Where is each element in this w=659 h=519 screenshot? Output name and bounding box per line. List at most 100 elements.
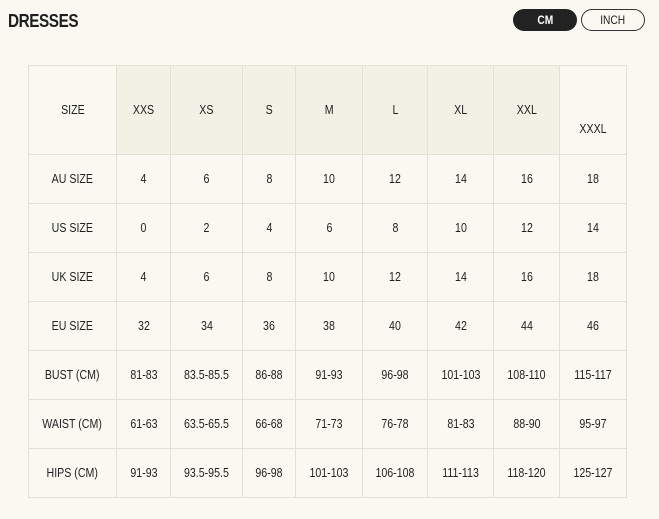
- table-cell: 40: [362, 301, 428, 351]
- header-size-cell: XXL: [493, 65, 560, 155]
- table-cell-text: 36: [263, 319, 275, 333]
- table-cell-text: 40: [389, 319, 401, 333]
- table-row: US SIZE 0 2 4 6 8 10 12 14: [28, 203, 627, 253]
- table-cell-text: 106-108: [375, 466, 415, 480]
- table-cell: 10: [427, 203, 494, 253]
- table-cell-text: 91-93: [315, 368, 343, 382]
- table-cell: 76-78: [362, 399, 428, 449]
- header-size-cell-text: XXS: [132, 103, 155, 117]
- table-cell-text: 111-113: [442, 466, 479, 480]
- unit-cm-label: CM: [537, 13, 553, 27]
- header-label-cell-text: SIZE: [60, 103, 85, 117]
- table-cell: 63.5-65.5: [170, 399, 243, 449]
- table-cell: 66-68: [242, 399, 296, 449]
- table-cell-text: 12: [389, 172, 401, 186]
- size-chart-table: SIZE XXS XS S M L XL XXL XXXL AU SIZE 4 6 8 10 12 14 16 1…: [28, 65, 627, 498]
- table-cell: 4: [116, 154, 171, 204]
- header-size-cell: S: [242, 65, 296, 155]
- unit-inch-button[interactable]: INCH: [581, 9, 645, 31]
- table-cell-text: 66-68: [255, 417, 283, 431]
- table-cell: 14: [427, 154, 494, 204]
- table-cell-text: 34: [200, 319, 213, 333]
- table-cell: 14: [559, 203, 627, 253]
- header-size-cell-text: S: [265, 103, 273, 117]
- table-cell: 12: [493, 203, 560, 253]
- table-cell-text: 16: [520, 270, 533, 284]
- row-label-cell: HIPS (CM): [28, 448, 117, 498]
- table-cell-text: 12: [520, 221, 533, 235]
- table-cell: 38: [295, 301, 363, 351]
- header-size-cell-text: XXL: [516, 103, 537, 117]
- table-cell: 4: [242, 203, 296, 253]
- table-cell: 96-98: [242, 448, 296, 498]
- table-cell-text: 101-103: [309, 466, 349, 480]
- table-cell-text: 46: [587, 319, 599, 333]
- row-label-cell-text: AU SIZE: [51, 172, 94, 186]
- table-cell-text: 8: [266, 270, 272, 284]
- row-label-cell-text: WAIST (CM): [42, 417, 103, 431]
- table-cell: 96-98: [362, 350, 428, 400]
- table-cell-text: 18: [587, 270, 599, 284]
- header-size-cell-text: XS: [199, 103, 214, 117]
- table-cell-text: 93.5-95.5: [184, 466, 229, 480]
- table-cell-text: 8: [266, 172, 272, 186]
- table-cell-text: 108-110: [507, 368, 546, 382]
- table-cell-text: 18: [587, 172, 599, 186]
- table-cell: 93.5-95.5: [170, 448, 243, 498]
- table-cell: 16: [493, 154, 560, 204]
- header-size-cell-text: XL: [453, 103, 467, 117]
- header-size-cell-text: L: [392, 103, 398, 117]
- table-cell: 86-88: [242, 350, 296, 400]
- table-cell: 8: [242, 154, 296, 204]
- table-cell: 91-93: [295, 350, 363, 400]
- header-size-cell: XXS: [116, 65, 171, 155]
- table-cell: 18: [559, 154, 627, 204]
- table-cell-text: 6: [326, 221, 332, 235]
- table-cell-text: 16: [520, 172, 533, 186]
- table-cell: 83.5-85.5: [170, 350, 243, 400]
- table-cell-text: 4: [266, 221, 272, 235]
- table-cell: 6: [170, 154, 243, 204]
- table-cell-text: 95-97: [579, 417, 607, 431]
- table-cell-text: 10: [454, 221, 467, 235]
- table-cell: 46: [559, 301, 627, 351]
- table-cell-text: 6: [203, 270, 210, 284]
- table-cell-text: 8: [392, 221, 398, 235]
- table-cell: 10: [295, 154, 363, 204]
- table-cell: 118-120: [493, 448, 560, 498]
- table-cell: 61-63: [116, 399, 171, 449]
- table-cell-text: 6: [203, 172, 210, 186]
- row-label-cell-text: BUST (CM): [45, 368, 100, 382]
- table-cell-text: 42: [454, 319, 467, 333]
- table-cell: 16: [493, 252, 560, 302]
- table-cell: 14: [427, 252, 494, 302]
- table-cell-text: 44: [520, 319, 533, 333]
- table-row: AU SIZE 4 6 8 10 12 14 16 18: [28, 154, 627, 204]
- row-label-cell: BUST (CM): [28, 350, 117, 400]
- table-cell: 115-117: [559, 350, 627, 400]
- table-cell: 101-103: [295, 448, 363, 498]
- table-row: HIPS (CM) 91-93 93.5-95.5 96-98 101-103 106-1…: [28, 448, 627, 498]
- table-cell: 42: [427, 301, 494, 351]
- table-cell: 32: [116, 301, 171, 351]
- table-cell: 18: [559, 252, 627, 302]
- row-label-cell-text: US SIZE: [51, 221, 94, 235]
- table-cell-text: 10: [323, 172, 335, 186]
- table-cell-text: 125-127: [573, 466, 613, 480]
- table-cell-text: 4: [140, 172, 147, 186]
- table-cell-text: 0: [140, 221, 147, 235]
- unit-cm-button[interactable]: CM: [513, 9, 577, 31]
- table-cell: 81-83: [427, 399, 494, 449]
- table-cell: 36: [242, 301, 296, 351]
- table-cell-text: 101-103: [441, 368, 480, 382]
- table-cell-text: 2: [203, 221, 210, 235]
- table-cell: 0: [116, 203, 171, 253]
- table-cell-text: 81-83: [446, 417, 475, 431]
- table-row: BUST (CM) 81-83 83.5-85.5 86-88 91-93 96-98 10…: [28, 350, 627, 400]
- table-cell: 10: [295, 252, 363, 302]
- table-cell: 8: [242, 252, 296, 302]
- table-cell: 125-127: [559, 448, 627, 498]
- header-label-cell: SIZE: [28, 65, 117, 155]
- table-header-row: SIZE XXS XS S M L XL XXL XXXL: [28, 65, 627, 155]
- table-cell-text: 96-98: [255, 466, 283, 480]
